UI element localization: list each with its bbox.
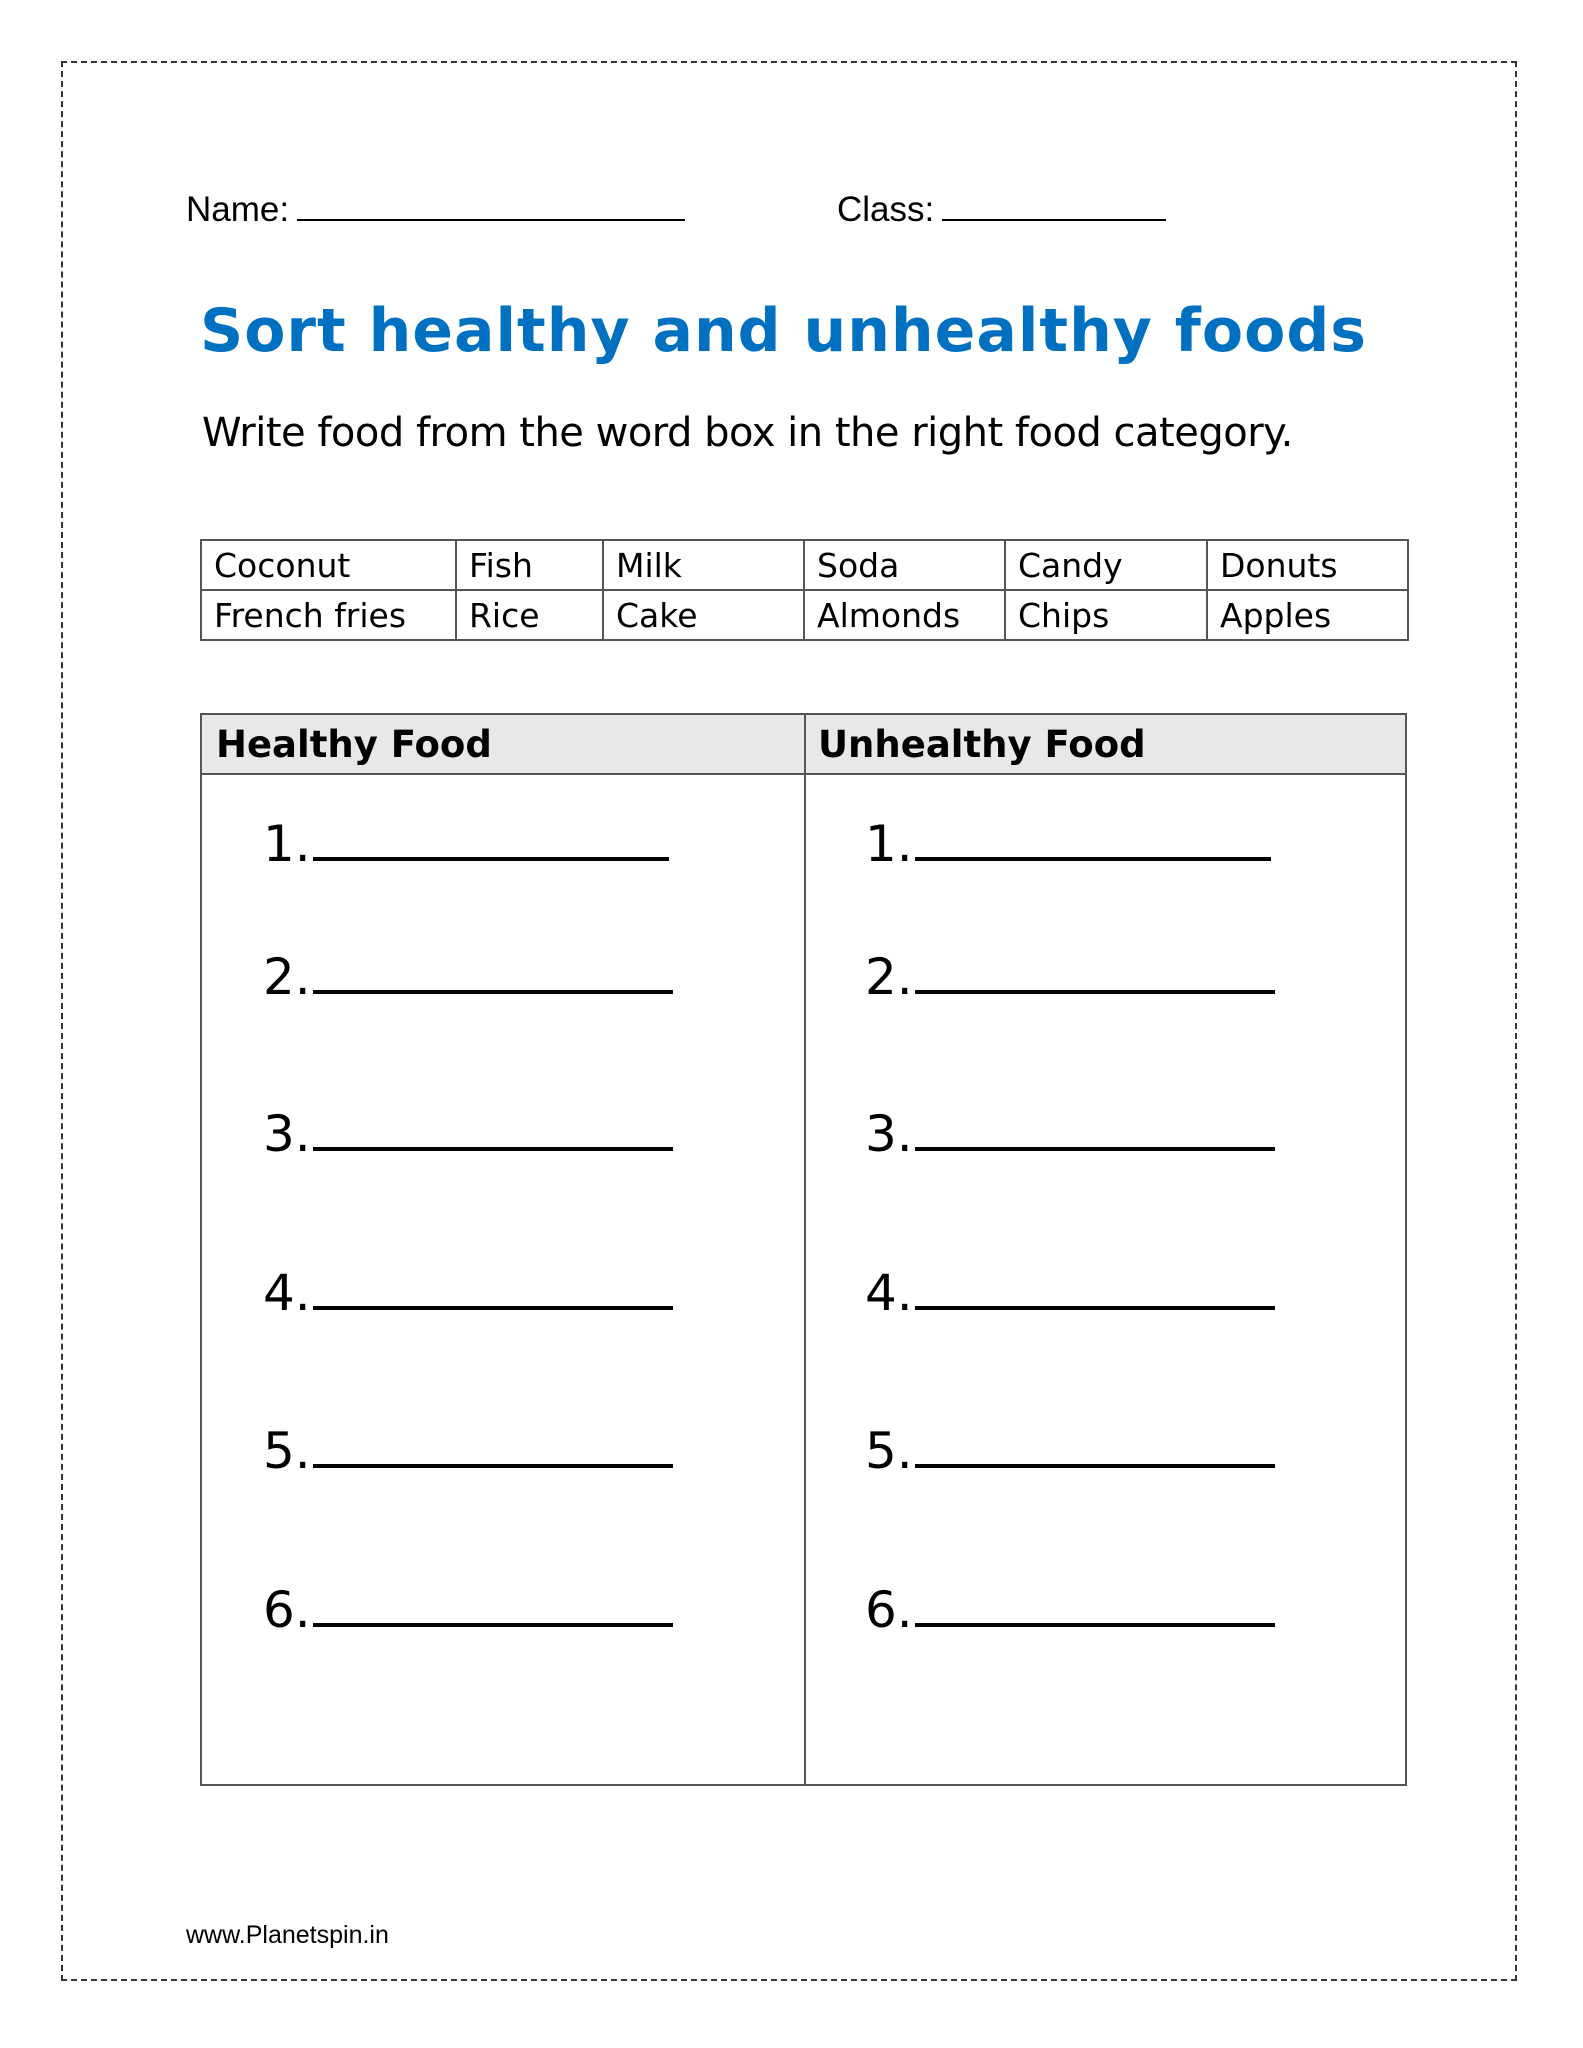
unhealthy-answer-4[interactable]: 4. <box>865 1264 1275 1322</box>
item-number: 2. <box>263 948 311 1006</box>
name-field[interactable]: Name: <box>186 190 686 230</box>
instruction-text: Write food from the word box in the righ… <box>202 410 1293 456</box>
footer-website: www.Planetspin.in <box>186 1921 389 1949</box>
unhealthy-answer-1[interactable]: 1. <box>865 815 1271 873</box>
word-cell: Chips <box>1004 589 1208 641</box>
healthy-answer-3[interactable]: 3. <box>263 1105 673 1163</box>
column-divider <box>804 715 806 1784</box>
word-cell: Apples <box>1206 589 1409 641</box>
item-number: 2. <box>865 948 913 1006</box>
word-cell: Candy <box>1004 539 1208 591</box>
item-number: 5. <box>263 1422 311 1480</box>
answer-blank-line[interactable] <box>312 1623 673 1627</box>
word-row: French fries Rice Cake Almonds Chips App… <box>200 589 1409 641</box>
answer-blank-line[interactable] <box>312 1464 673 1468</box>
word-cell: Almonds <box>803 589 1006 641</box>
word-row: Coconut Fish Milk Soda Candy Donuts <box>200 539 1409 591</box>
item-number: 3. <box>865 1105 913 1163</box>
unhealthy-answer-6[interactable]: 6. <box>865 1581 1275 1639</box>
answer-blank-line[interactable] <box>914 1623 1275 1627</box>
answer-blank-line[interactable] <box>914 1306 1275 1310</box>
answer-blank-line[interactable] <box>914 990 1275 994</box>
word-cell: Fish <box>455 539 604 591</box>
healthy-answer-5[interactable]: 5. <box>263 1422 673 1480</box>
answer-blank-line[interactable] <box>312 1306 673 1310</box>
page-title: Sort healthy and unhealthy foods <box>200 296 1367 366</box>
item-number: 4. <box>865 1264 913 1322</box>
item-number: 6. <box>865 1581 913 1639</box>
item-number: 4. <box>263 1264 311 1322</box>
class-field[interactable]: Class: <box>837 190 1167 230</box>
unhealthy-answer-5[interactable]: 5. <box>865 1422 1275 1480</box>
healthy-answer-2[interactable]: 2. <box>263 948 673 1006</box>
word-cell: Rice <box>455 589 604 641</box>
item-number: 1. <box>263 815 311 873</box>
word-cell: Soda <box>803 539 1006 591</box>
answer-blank-line[interactable] <box>914 1147 1275 1151</box>
answer-blank-line[interactable] <box>312 990 673 994</box>
answer-blank-line[interactable] <box>312 1147 673 1151</box>
word-box: Coconut Fish Milk Soda Candy Donuts Fren… <box>200 539 1409 641</box>
item-number: 3. <box>263 1105 311 1163</box>
item-number: 5. <box>865 1422 913 1480</box>
word-cell: Coconut <box>200 539 457 591</box>
answer-blank-line[interactable] <box>914 1464 1275 1468</box>
name-blank-line[interactable] <box>297 219 686 221</box>
class-label: Class: <box>837 190 935 229</box>
healthy-answer-6[interactable]: 6. <box>263 1581 673 1639</box>
healthy-food-header: Healthy Food <box>202 715 804 775</box>
item-number: 1. <box>865 815 913 873</box>
answer-blank-line[interactable] <box>312 857 669 861</box>
item-number: 6. <box>263 1581 311 1639</box>
unhealthy-answer-2[interactable]: 2. <box>865 948 1275 1006</box>
word-cell: Cake <box>602 589 805 641</box>
unhealthy-food-header: Unhealthy Food <box>804 715 1405 775</box>
word-cell: Milk <box>602 539 805 591</box>
word-cell: French fries <box>200 589 457 641</box>
unhealthy-answer-3[interactable]: 3. <box>865 1105 1275 1163</box>
healthy-answer-1[interactable]: 1. <box>263 815 669 873</box>
word-cell: Donuts <box>1206 539 1409 591</box>
class-blank-line[interactable] <box>942 219 1167 221</box>
sorting-table: Healthy Food Unhealthy Food 1. 2. 3. 4. 5. 6.… <box>200 713 1407 1786</box>
page-border <box>61 61 1517 1981</box>
answer-blank-line[interactable] <box>914 857 1271 861</box>
name-label: Name: <box>186 190 290 229</box>
healthy-answer-4[interactable]: 4. <box>263 1264 673 1322</box>
